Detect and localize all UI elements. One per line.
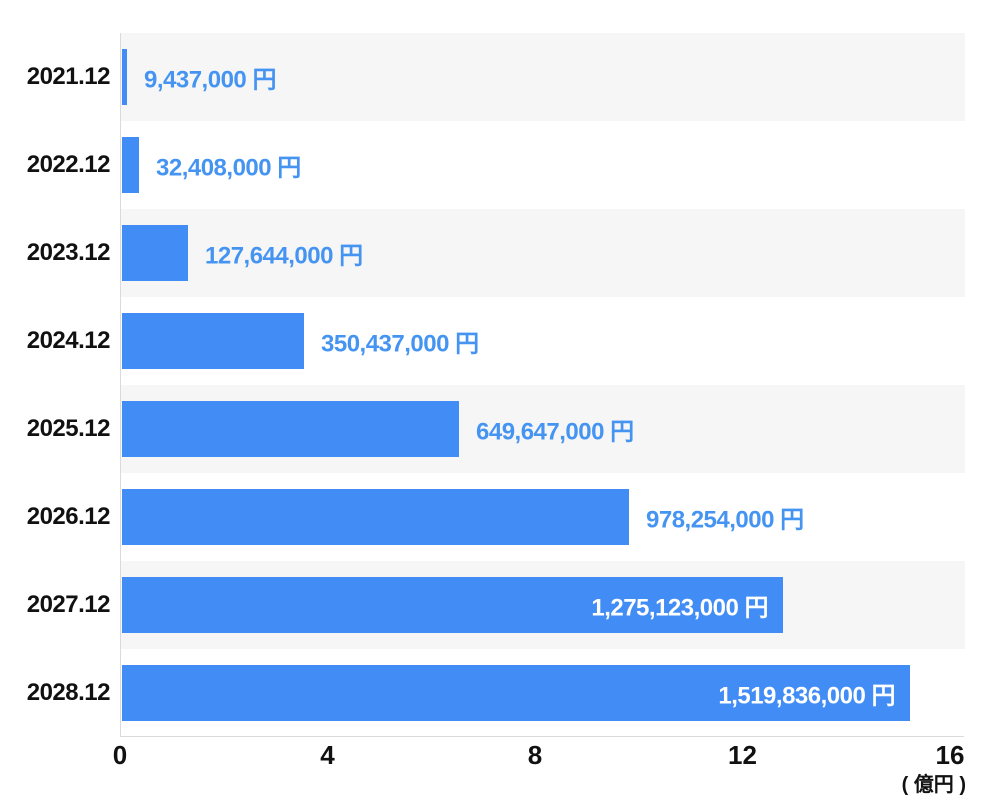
- x-tick-12: 12: [728, 740, 757, 770]
- bar-2021-12: [122, 49, 127, 105]
- x-tick-16: 16: [935, 740, 965, 770]
- category-label-2027-12: 2027.12: [26, 591, 111, 618]
- bar-2024-12: [122, 313, 304, 369]
- value-label-2023-12: 127,644,000 円: [205, 242, 363, 270]
- plot-area: 9,437,000 円 32,408,000 円 127,644,000 円 350,…: [120, 33, 965, 737]
- category-axis: 2021.12 2022.12 2023.12 2024.12 2025.12 2026.…: [0, 33, 111, 737]
- chart-row-2026-12: 978,254,000 円: [121, 473, 965, 561]
- bar-2028-12: [122, 665, 910, 721]
- category-label-2021-12: 2021.12: [26, 63, 111, 90]
- bar-2027-12: [122, 577, 783, 633]
- chart-row-2021-12: 9,437,000 円: [121, 33, 965, 121]
- value-label-2024-12: 350,437,000 円: [321, 330, 479, 358]
- chart-row-2022-12: 32,408,000 円: [121, 121, 965, 209]
- value-label-2026-12: 978,254,000 円: [646, 506, 804, 534]
- x-axis-unit-label: ( 億円 ): [901, 774, 966, 796]
- value-label-2021-12: 9,437,000 円: [144, 66, 276, 94]
- chart-row-2023-12: 127,644,000 円: [121, 209, 965, 297]
- category-label-2022-12: 2022.12: [26, 151, 111, 178]
- x-axis: 0 4 8 12 16: [113, 740, 965, 772]
- value-label-2022-12: 32,408,000 円: [156, 154, 301, 182]
- category-label-2028-12: 2028.12: [26, 679, 111, 706]
- category-label-2023-12: 2023.12: [26, 239, 111, 266]
- category-label-2024-12: 2024.12: [26, 327, 111, 354]
- value-label-2027-12: 1,275,123,000 円: [591, 594, 768, 622]
- bar-2026-12: [122, 489, 629, 545]
- value-label-2025-12: 649,647,000 円: [476, 418, 634, 446]
- value-label-2028-12: 1,519,836,000 円: [718, 682, 895, 710]
- x-tick-0: 0: [112, 740, 128, 770]
- category-label-2026-12: 2026.12: [26, 503, 111, 530]
- x-tick-4: 4: [320, 740, 335, 770]
- bar-2023-12: [122, 225, 188, 281]
- bar-2025-12: [122, 401, 459, 457]
- chart-row-2025-12: 649,647,000 円: [121, 385, 965, 473]
- bar-2022-12: [122, 137, 139, 193]
- category-label-2025-12: 2025.12: [26, 415, 111, 442]
- chart-row-2027-12: 1,275,123,000 円: [121, 561, 965, 649]
- chart-row-2028-12: 1,519,836,000 円: [121, 649, 965, 737]
- chart-row-2024-12: 350,437,000 円: [121, 297, 965, 385]
- x-tick-8: 8: [527, 740, 543, 770]
